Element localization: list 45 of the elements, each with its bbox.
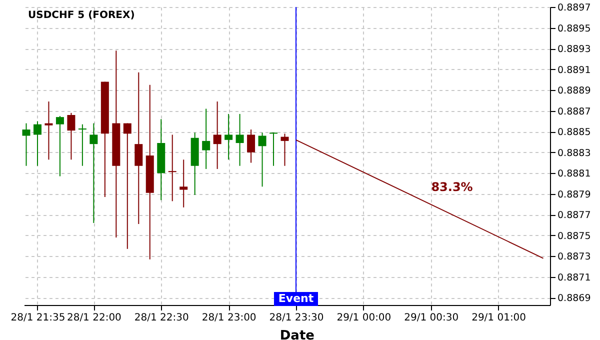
y-tick-label: 0.8885	[558, 127, 591, 138]
x-tick-label: 28/1 21:35	[10, 312, 66, 324]
y-tick-label: 0.8879	[558, 189, 591, 200]
x-tick-label: 29/1 01:00	[472, 312, 526, 324]
x-tick-label: 29/1 00:00	[336, 312, 392, 324]
candlestick	[67, 112, 76, 160]
y-tick-label: 0.8889	[558, 86, 591, 97]
candlestick	[280, 133, 289, 166]
candlestick	[213, 100, 222, 170]
candlestick	[22, 122, 30, 166]
candlestick	[168, 134, 176, 202]
y-tick-label: 0.8869	[558, 293, 591, 304]
candlestick	[202, 108, 210, 170]
y-tick-label: 0.8881	[558, 168, 591, 180]
chart-title: USDCHF 5 (FOREX)	[28, 10, 135, 21]
x-tick-label: 28/1 23:30	[269, 312, 324, 324]
candlestick	[134, 72, 143, 225]
candlestick	[270, 132, 278, 166]
y-tick-label: 0.8893	[558, 44, 591, 56]
y-tick-label: 0.8877	[558, 210, 591, 222]
candlestick	[78, 124, 86, 166]
y-tick-label: 0.8875	[558, 230, 591, 242]
candlestick	[44, 100, 53, 160]
candlestick	[123, 122, 132, 250]
candlestick	[33, 120, 42, 166]
annotation: 83.3%	[431, 180, 473, 194]
candlestick	[236, 113, 244, 166]
y-tick-label: 0.8897	[558, 2, 591, 14]
candlestick	[258, 132, 266, 188]
candlestick	[247, 129, 256, 164]
y-tick-label: 0.8873	[558, 252, 591, 263]
y-tick-label: 0.8887	[558, 106, 591, 118]
x-axis-title: Date	[280, 328, 315, 340]
ref-line-label: Event	[278, 292, 314, 305]
y-tick-label: 0.8891	[558, 64, 591, 76]
candlestick	[56, 116, 64, 177]
y-tick-label: 0.8895	[558, 23, 591, 34]
candlestick	[224, 113, 233, 160]
x-tick-label: 29/1 00:30	[404, 312, 459, 324]
x-tick-label: 28/1 23:00	[202, 312, 256, 324]
x-tick-label: 28/1 22:00	[66, 312, 122, 324]
x-tick-label: 28/1 22:30	[134, 312, 189, 324]
y-tick-label: 0.8883	[558, 148, 591, 159]
y-tick-label: 0.8871	[558, 272, 591, 284]
candlestick	[180, 159, 188, 208]
